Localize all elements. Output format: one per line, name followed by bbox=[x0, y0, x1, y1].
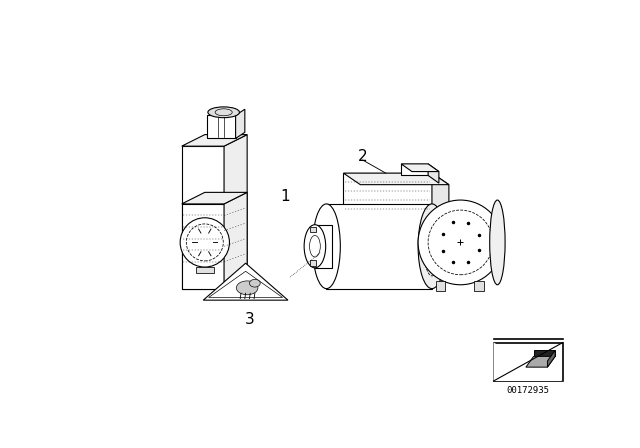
Polygon shape bbox=[207, 116, 236, 138]
Ellipse shape bbox=[236, 281, 258, 295]
Ellipse shape bbox=[250, 280, 260, 287]
Polygon shape bbox=[344, 173, 449, 185]
Polygon shape bbox=[432, 173, 449, 231]
Text: 00172935: 00172935 bbox=[507, 386, 550, 395]
Polygon shape bbox=[493, 343, 563, 381]
Text: 1: 1 bbox=[280, 189, 290, 204]
Polygon shape bbox=[344, 173, 432, 220]
Polygon shape bbox=[182, 146, 224, 289]
Polygon shape bbox=[401, 164, 428, 176]
Polygon shape bbox=[547, 350, 555, 367]
Ellipse shape bbox=[312, 204, 340, 289]
Ellipse shape bbox=[418, 204, 446, 289]
Polygon shape bbox=[224, 192, 247, 289]
Polygon shape bbox=[204, 263, 288, 300]
Polygon shape bbox=[436, 281, 445, 291]
Ellipse shape bbox=[208, 107, 239, 118]
Text: 2: 2 bbox=[358, 149, 367, 164]
Text: 3: 3 bbox=[244, 312, 254, 327]
Polygon shape bbox=[315, 225, 332, 268]
Circle shape bbox=[418, 200, 503, 285]
Bar bbox=[493, 343, 563, 381]
Polygon shape bbox=[224, 134, 247, 289]
Polygon shape bbox=[182, 134, 247, 146]
Polygon shape bbox=[310, 260, 316, 266]
Polygon shape bbox=[401, 164, 439, 172]
Polygon shape bbox=[474, 281, 484, 291]
Circle shape bbox=[180, 218, 230, 267]
Polygon shape bbox=[526, 356, 555, 367]
Polygon shape bbox=[236, 109, 245, 138]
Ellipse shape bbox=[304, 225, 326, 268]
Polygon shape bbox=[182, 204, 224, 289]
Polygon shape bbox=[534, 350, 555, 356]
Polygon shape bbox=[326, 204, 432, 289]
Polygon shape bbox=[310, 227, 316, 233]
Ellipse shape bbox=[490, 200, 505, 285]
Polygon shape bbox=[196, 267, 214, 273]
Polygon shape bbox=[428, 164, 439, 183]
Polygon shape bbox=[182, 192, 247, 204]
